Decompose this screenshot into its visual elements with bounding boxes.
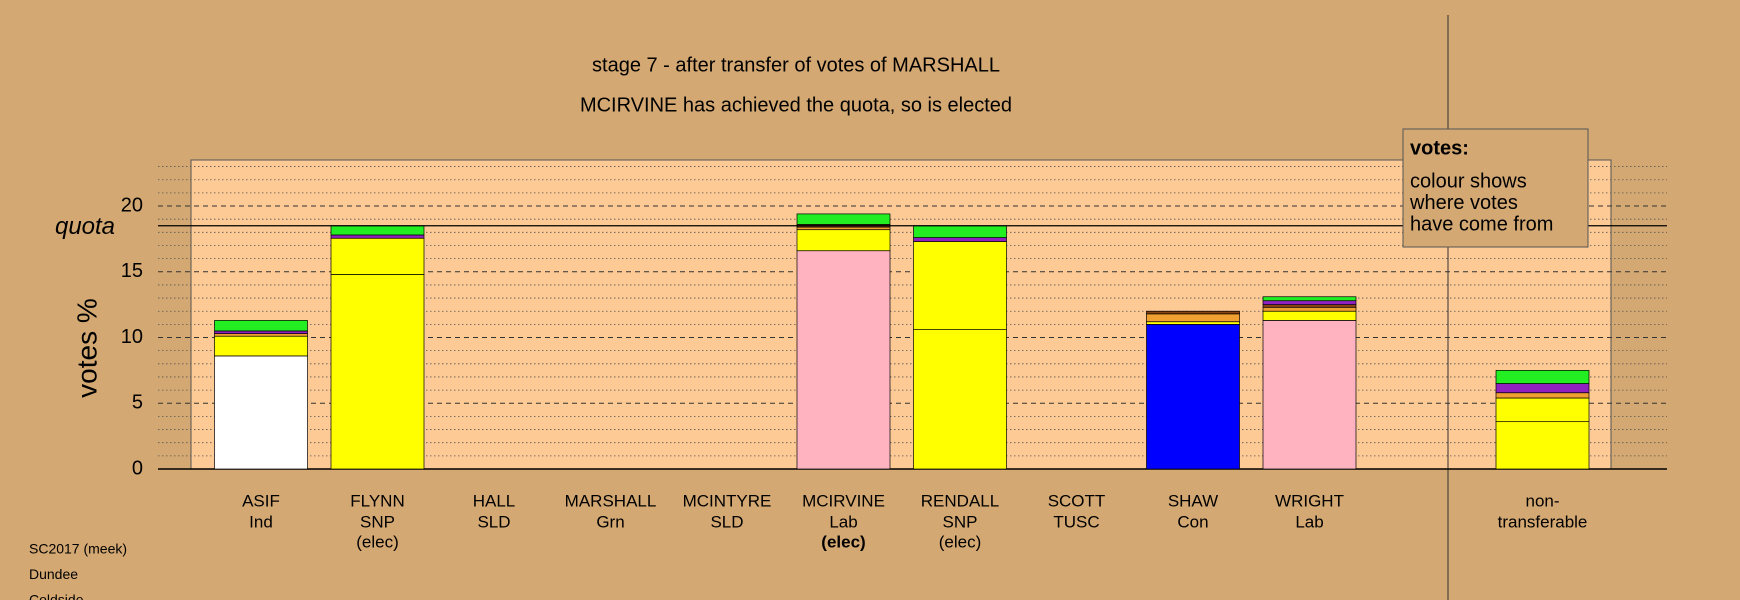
- bar-segment: [796, 226, 891, 231]
- bar-segment: [1495, 383, 1590, 394]
- y-tick-label: 10: [121, 326, 143, 348]
- party-label: SNP: [360, 512, 395, 531]
- party-label: SNP: [943, 512, 978, 531]
- category-label: RENDALL: [921, 491, 999, 510]
- category-label: FLYNN: [350, 491, 404, 510]
- bar-segment: [1262, 296, 1357, 302]
- party-label: Lab: [1295, 512, 1323, 531]
- annotation-box: [1402, 128, 1589, 248]
- party-label: transferable: [1498, 512, 1588, 531]
- bar-segment: [214, 320, 308, 332]
- chart-title: stage 7 - after transfer of votes of MAR…: [592, 54, 1000, 76]
- y-tick-label: 15: [121, 260, 143, 282]
- footnote: Coldside: [29, 592, 84, 600]
- party-label: Con: [1177, 512, 1208, 531]
- party-label: TUSC: [1053, 512, 1099, 531]
- status-label: (elec): [356, 532, 399, 551]
- bar-segment: [1262, 320, 1357, 470]
- bar-segment: [1495, 392, 1590, 399]
- party-label: Grn: [596, 512, 624, 531]
- footnote: Dundee: [29, 566, 78, 582]
- bar-segment: [1495, 370, 1590, 384]
- y-axis-label: votes %: [71, 298, 102, 398]
- party-label: SLD: [477, 512, 510, 531]
- y-tick-label: 5: [132, 392, 143, 414]
- party-label: Lab: [829, 512, 857, 531]
- bar-segment: [796, 213, 891, 225]
- bar-segment: [1146, 324, 1240, 470]
- status-label: (elec): [821, 532, 865, 551]
- bar-segment: [913, 237, 1007, 242]
- party-label: Ind: [249, 512, 273, 531]
- bar-segment: [1146, 310, 1240, 315]
- bar-segment: [330, 274, 425, 470]
- category-label: ASIF: [242, 491, 280, 510]
- bar-segment: [1262, 300, 1357, 305]
- bar-segment: [214, 335, 308, 357]
- category-label: MARSHALL: [565, 491, 657, 510]
- category-label: SCOTT: [1048, 491, 1106, 510]
- plot-panel: [190, 159, 1612, 470]
- category-label: non-: [1525, 491, 1559, 510]
- annotation-line: colour shows: [1410, 170, 1527, 192]
- bar-segment: [214, 330, 308, 334]
- chart-subtitle: MCIRVINE has achieved the quota, so is e…: [580, 94, 1012, 116]
- bar-segment: [330, 225, 425, 236]
- category-label: HALL: [473, 491, 516, 510]
- bar-segment: [1262, 310, 1357, 321]
- party-label: SLD: [710, 512, 743, 531]
- footnote: SC2017 (meek): [29, 541, 127, 557]
- y-tick-label: 20: [121, 194, 143, 216]
- bar-segment: [1495, 397, 1590, 423]
- bar-segment: [913, 225, 1007, 238]
- annotation-line: have come from: [1410, 213, 1553, 235]
- bar-segment: [796, 229, 891, 252]
- bar-segment: [1146, 313, 1240, 323]
- bar-segment: [1495, 421, 1590, 470]
- bar-segment: [330, 234, 425, 239]
- quota-label: quota: [55, 213, 115, 240]
- y-tick-label: 0: [132, 457, 143, 479]
- bar-segment: [1262, 306, 1357, 312]
- bar-segment: [330, 237, 425, 275]
- bar-segment: [796, 250, 891, 470]
- category-label: MCINTYRE: [683, 491, 772, 510]
- bar-segment: [214, 355, 308, 470]
- bar-segment: [913, 329, 1007, 470]
- category-label: SHAW: [1168, 491, 1218, 510]
- category-label: MCIRVINE: [802, 491, 885, 510]
- annotation-line: where votes: [1409, 192, 1518, 214]
- annotation-heading: votes:: [1410, 137, 1469, 159]
- bar-segment: [214, 333, 308, 337]
- bar-segment: [913, 241, 1007, 330]
- category-label: WRIGHT: [1275, 491, 1344, 510]
- bar-segment: [1262, 304, 1357, 308]
- bar-segment: [1146, 321, 1240, 325]
- status-label: (elec): [939, 532, 982, 551]
